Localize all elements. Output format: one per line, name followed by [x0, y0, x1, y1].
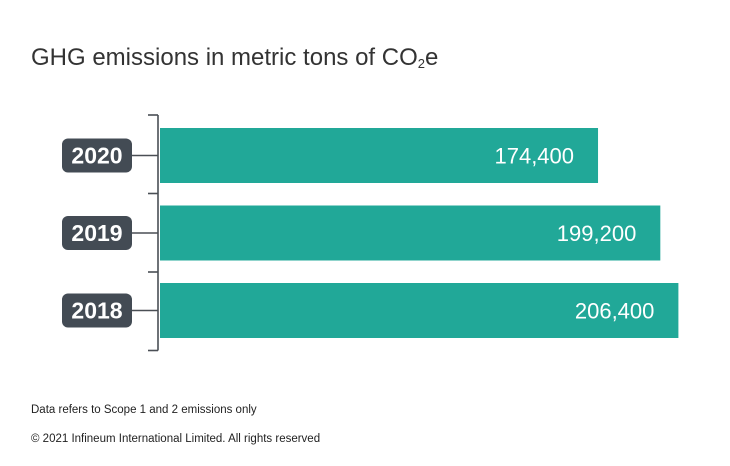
copyright-footnote: © 2021 Infineum International Limited. A…	[31, 433, 321, 445]
chart-title-subscript: 2	[417, 56, 425, 71]
category-label-2020: 2020	[71, 143, 122, 169]
chart-title: GHG emissions in metric tons of CO2e	[31, 44, 438, 72]
category-label-2019: 2019	[71, 220, 122, 246]
scope-footnote: Data refers to Scope 1 and 2 emissions o…	[31, 404, 257, 416]
category-badge-2020	[62, 138, 132, 173]
bar-2018	[160, 283, 679, 338]
data-label-2019: 199,200	[557, 221, 637, 246]
category-badge-2019	[62, 216, 132, 250]
bar-2019	[160, 205, 661, 261]
bar-2020	[160, 128, 599, 183]
category-label-2018: 2018	[71, 298, 122, 324]
data-label-2020: 174,400	[494, 144, 574, 169]
chart-title-text: GHG emissions in metric tons of CO	[31, 44, 418, 71]
data-label-2018: 206,400	[575, 299, 655, 324]
category-badge-2018	[62, 293, 132, 328]
chart-title-suffix: e	[425, 44, 439, 71]
